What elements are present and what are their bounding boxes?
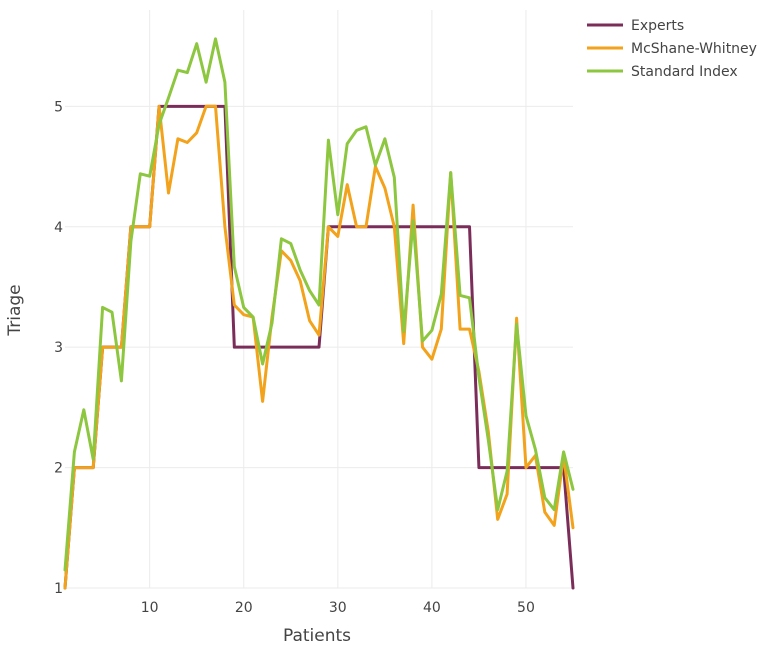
y-tick-label: 1 — [54, 581, 63, 597]
legend-item-experts[interactable]: Experts — [587, 18, 684, 34]
x-tick-label: 50 — [517, 600, 535, 616]
y-axis-title: Triage — [5, 284, 25, 336]
standard-index-line — [63, 37, 575, 572]
series-lines — [63, 37, 575, 590]
x-tick-label: 30 — [329, 600, 347, 616]
tick-labels: 10 20 30 40 50 1 2 3 4 5 — [54, 99, 535, 616]
legend[interactable]: Experts McShane-Whitney Standard Index — [587, 18, 757, 80]
legend-label: McShane-Whitney — [631, 41, 757, 57]
legend-label: Experts — [631, 18, 684, 34]
legend-item-standard-index[interactable]: Standard Index — [587, 64, 738, 80]
gridlines — [65, 10, 573, 589]
y-tick-label: 5 — [54, 99, 63, 115]
x-tick-label: 40 — [423, 600, 441, 616]
y-tick-label: 4 — [54, 220, 63, 236]
x-tick-label: 20 — [235, 600, 253, 616]
x-axis-title: Patients — [283, 626, 351, 646]
x-tick-label: 10 — [141, 600, 159, 616]
legend-label: Standard Index — [631, 64, 738, 80]
legend-item-mcshane-whitney[interactable]: McShane-Whitney — [587, 41, 757, 57]
y-tick-label: 2 — [54, 461, 63, 477]
y-tick-label: 3 — [54, 340, 63, 356]
